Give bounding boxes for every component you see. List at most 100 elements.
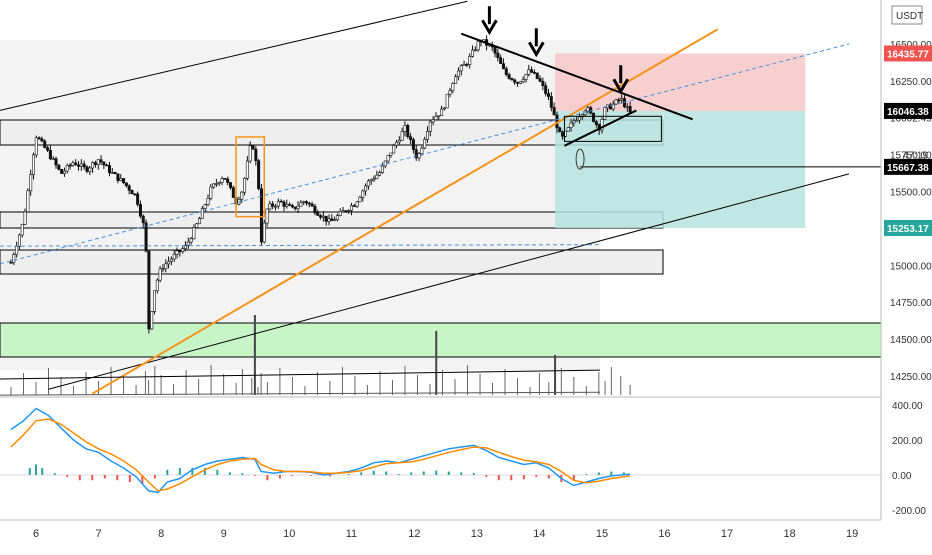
time-tick-label: 19 (846, 528, 858, 540)
macd-histogram-bar (372, 470, 375, 475)
candle-body (304, 201, 308, 204)
candle-body (88, 167, 92, 172)
candle-body (231, 187, 235, 198)
volume-bar (279, 368, 281, 395)
candle-body (248, 145, 252, 162)
candle-body (547, 93, 551, 97)
candle-body (541, 80, 545, 86)
volume-bar (10, 387, 12, 395)
candle-body (389, 152, 393, 156)
candle-body (468, 56, 472, 65)
macd-histogram-bar (328, 475, 331, 477)
volume-bar (538, 373, 540, 395)
macd-histogram-bar (460, 472, 463, 475)
candle-body (74, 162, 78, 166)
volume-bar (492, 383, 494, 395)
volume-bar (598, 372, 600, 395)
candle-body (228, 182, 232, 188)
candle-body (274, 205, 278, 208)
macd-histogram-bar (497, 475, 500, 481)
price-tag (884, 102, 932, 119)
volume-bar (379, 371, 381, 395)
volume-bar (160, 375, 162, 395)
candle-body (96, 159, 100, 165)
candle-body (350, 205, 354, 211)
candle-body (282, 201, 286, 207)
candle-body (141, 215, 145, 224)
candle-body (107, 165, 111, 174)
candle-body (361, 190, 365, 198)
candle-body (440, 108, 444, 116)
candle-body (65, 164, 69, 172)
candle-body (507, 74, 511, 79)
candle-body (544, 85, 548, 94)
time-tick-label: 11 (346, 528, 357, 540)
volume-bar (185, 370, 187, 395)
candle-body (586, 107, 590, 112)
macd-histogram-bar (447, 471, 450, 475)
macd-histogram-bar (291, 475, 294, 476)
stop-loss-box (555, 53, 806, 111)
candle-body (442, 107, 446, 110)
time-tick-label: 8 (158, 528, 164, 540)
candle-body (203, 204, 207, 209)
candle-body (122, 178, 126, 184)
candle-body (37, 137, 41, 140)
time-tick-label: 16 (658, 528, 670, 540)
candle-body (198, 218, 202, 225)
candle-body (169, 258, 173, 262)
candle-body (380, 165, 384, 173)
candle-body (310, 203, 314, 207)
time-tick-label: 15 (596, 528, 608, 540)
candle-body (192, 227, 196, 240)
candle-body (395, 141, 399, 146)
volume-bar (22, 373, 24, 395)
price-tick-label: 14500.00 (890, 335, 932, 346)
macd-histogram-bar (178, 468, 181, 475)
candle-body (327, 218, 331, 222)
candle-body (428, 121, 432, 132)
candle-body (186, 241, 190, 246)
candle-body (133, 193, 137, 196)
candle-body (406, 125, 410, 137)
volume-bar (241, 369, 243, 395)
candle-body (130, 189, 134, 195)
candle-body (279, 200, 283, 203)
candle-body (594, 121, 598, 125)
candle-body (62, 170, 66, 174)
price-zones (0, 40, 882, 370)
candle-body (138, 204, 142, 217)
candle-body (271, 203, 275, 207)
macd-histogram-bar (485, 475, 488, 477)
price-tag (884, 45, 932, 62)
candle-body (195, 223, 199, 228)
macd-tick-label: 400.00 (892, 401, 923, 412)
volume-bar (35, 382, 37, 395)
candle-body (29, 174, 33, 192)
down-arrow-head-icon (481, 19, 498, 36)
candle-body (91, 162, 95, 169)
candle-body (344, 210, 348, 212)
candle-body (299, 202, 303, 207)
candle-body (375, 174, 379, 180)
macd-histogram-bar (310, 475, 313, 476)
volume-bar (154, 366, 156, 395)
volume-bar (98, 381, 100, 395)
volume-spike (554, 355, 557, 395)
candle-body (513, 79, 517, 83)
volume-bar (198, 379, 200, 395)
candle-body (79, 163, 83, 167)
candle-body (110, 172, 114, 174)
candle-body (99, 159, 103, 163)
candle-body (338, 211, 342, 216)
price-tick-label: 15750.00 (890, 151, 932, 162)
macd-histogram-bar (41, 468, 44, 475)
resistance-zone-top (0, 119, 664, 146)
ellipse-marker (575, 148, 585, 170)
macd-histogram-bar (435, 470, 438, 475)
candle-body (288, 204, 292, 206)
macd-histogram-bar (278, 475, 281, 479)
candle-body (369, 179, 373, 182)
